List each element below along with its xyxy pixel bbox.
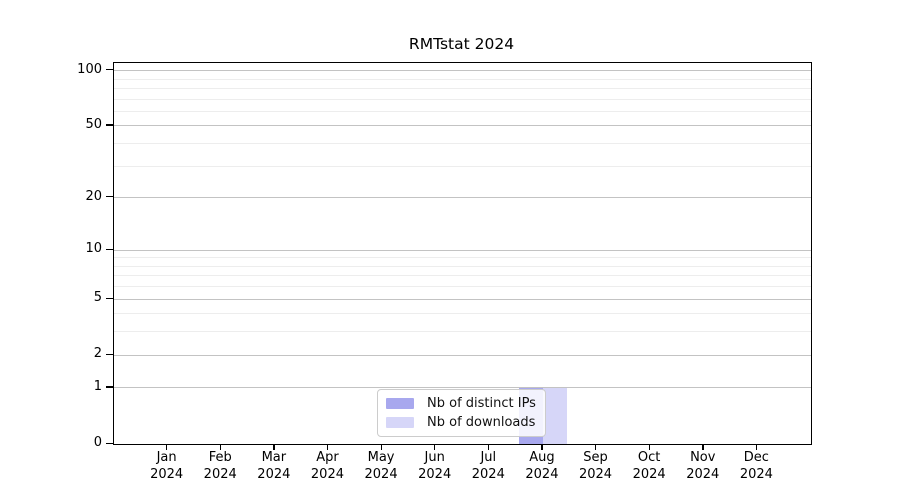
x-tick-mark (595, 444, 597, 450)
minor-gridline (114, 78, 811, 80)
y-tick-label: 20 (85, 188, 102, 204)
y-tick-label: 1 (93, 378, 102, 394)
x-tick-label: Mar 2024 (257, 450, 291, 482)
x-tick-mark (326, 444, 329, 450)
x-tick-label: Apr 2024 (310, 450, 344, 482)
minor-gridline (114, 313, 811, 315)
x-tick-mark (755, 444, 758, 450)
plot-area: Nb of distinct IPs Nb of downloads (113, 62, 812, 445)
y-tick-mark (106, 124, 113, 126)
minor-gridline (114, 165, 811, 167)
minor-gridline (114, 286, 811, 288)
minor-gridline (114, 143, 811, 145)
major-gridline (114, 354, 811, 356)
y-tick-label: 10 (85, 241, 102, 256)
minor-gridline (114, 98, 811, 100)
x-tick-mark (219, 444, 222, 450)
x-tick-mark (648, 444, 650, 450)
major-gridline (114, 125, 811, 127)
legend-label-distinct-ips: Nb of distinct IPs (427, 396, 536, 411)
x-tick-label: Aug 2024 (525, 450, 559, 482)
y-tick-label: 100 (77, 61, 102, 77)
x-tick-label: Jan 2024 (150, 450, 184, 482)
x-tick-mark (166, 444, 168, 450)
x-tick-mark (541, 444, 543, 450)
y-tick-label: 0 (93, 435, 102, 450)
x-tick-label: Nov 2024 (686, 450, 720, 482)
x-tick-label: Jul 2024 (471, 450, 505, 482)
minor-gridline (114, 87, 811, 89)
y-tick-mark (106, 442, 113, 444)
legend-item-downloads: Nb of downloads (386, 415, 536, 430)
major-gridline (114, 249, 811, 251)
x-tick-label: Jun 2024 (418, 450, 452, 482)
y-tick-mark (106, 69, 113, 71)
minor-gridline (114, 331, 811, 333)
y-tick-mark (106, 196, 113, 198)
chart-title: RMTstat 2024 (408, 35, 515, 53)
x-tick-label: May 2024 (364, 450, 398, 482)
y-tick-mark (106, 353, 113, 355)
y-tick-label: 5 (93, 290, 102, 306)
major-gridline (114, 197, 811, 199)
x-tick-mark (702, 444, 704, 450)
legend-item-distinct-ips: Nb of distinct IPs (386, 396, 536, 411)
y-tick-label: 2 (93, 346, 102, 362)
y-tick-mark (106, 248, 113, 250)
y-tick-mark (106, 386, 113, 388)
y-tick-mark (106, 297, 113, 299)
legend-swatch-distinct-ips (386, 398, 414, 409)
minor-gridline (114, 265, 811, 267)
x-tick-mark (487, 444, 490, 450)
minor-gridline (114, 257, 811, 259)
x-tick-label: Oct 2024 (632, 450, 666, 482)
x-tick-label: Feb 2024 (203, 450, 237, 482)
minor-gridline (114, 275, 811, 277)
y-tick-label: 50 (85, 116, 102, 132)
legend: Nb of distinct IPs Nb of downloads (377, 389, 546, 437)
legend-label-downloads: Nb of downloads (427, 415, 536, 430)
major-gridline (114, 70, 811, 72)
x-tick-label: Sep 2024 (578, 450, 613, 482)
x-tick-mark (380, 444, 382, 450)
minor-gridline (114, 110, 811, 112)
bar-nb-of-downloads (542, 387, 567, 444)
legend-swatch-downloads (386, 417, 414, 428)
major-gridline (114, 387, 811, 389)
major-gridline (114, 298, 811, 300)
x-tick-label: Dec 2024 (739, 450, 773, 482)
x-tick-mark (434, 444, 436, 450)
x-tick-mark (273, 444, 275, 450)
